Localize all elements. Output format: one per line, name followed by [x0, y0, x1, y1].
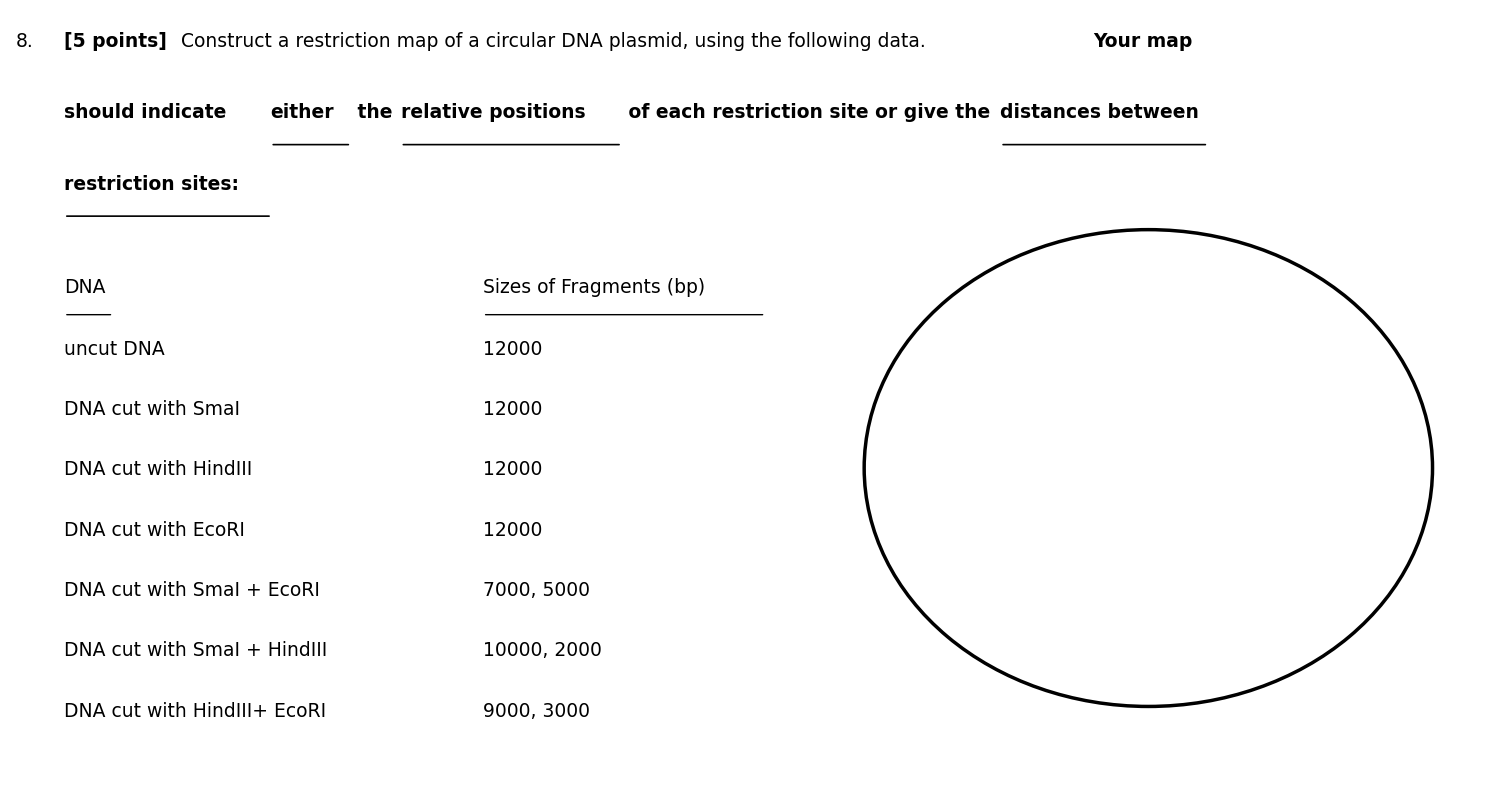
Text: of each restriction site or give the: of each restriction site or give the [621, 103, 997, 123]
Text: DNA cut with SmaI + EcoRI: DNA cut with SmaI + EcoRI [65, 581, 320, 599]
Text: uncut DNA: uncut DNA [65, 339, 165, 358]
Text: 10000, 2000: 10000, 2000 [483, 641, 602, 660]
Text: restriction sites:: restriction sites: [65, 175, 239, 194]
Text: 8.: 8. [17, 32, 35, 51]
Text: DNA cut with HindIII: DNA cut with HindIII [65, 460, 253, 479]
Text: DNA cut with SmaI + HindIII: DNA cut with SmaI + HindIII [65, 641, 328, 660]
Text: 7000, 5000: 7000, 5000 [483, 581, 590, 599]
Text: 9000, 3000: 9000, 3000 [483, 701, 590, 720]
Text: distances between: distances between [1000, 103, 1199, 123]
Text: DNA cut with EcoRI: DNA cut with EcoRI [65, 520, 245, 539]
Text: either: either [271, 103, 334, 123]
Text: relative positions: relative positions [400, 103, 585, 123]
Text: Construct a restriction map of a circular DNA plasmid, using the following data.: Construct a restriction map of a circula… [180, 32, 931, 51]
Text: 12000: 12000 [483, 520, 541, 539]
Text: Your map: Your map [1093, 32, 1193, 51]
Text: DNA cut with SmaI: DNA cut with SmaI [65, 399, 241, 419]
Text: should indicate: should indicate [65, 103, 233, 123]
Text: 12000: 12000 [483, 460, 541, 479]
Text: Sizes of Fragments (bp): Sizes of Fragments (bp) [483, 278, 705, 297]
Text: 12000: 12000 [483, 399, 541, 419]
Text: [5 points]: [5 points] [65, 32, 167, 51]
Text: the: the [350, 103, 399, 123]
Text: 12000: 12000 [483, 339, 541, 358]
Text: DNA: DNA [65, 278, 105, 297]
Text: DNA cut with HindIII+ EcoRI: DNA cut with HindIII+ EcoRI [65, 701, 326, 720]
